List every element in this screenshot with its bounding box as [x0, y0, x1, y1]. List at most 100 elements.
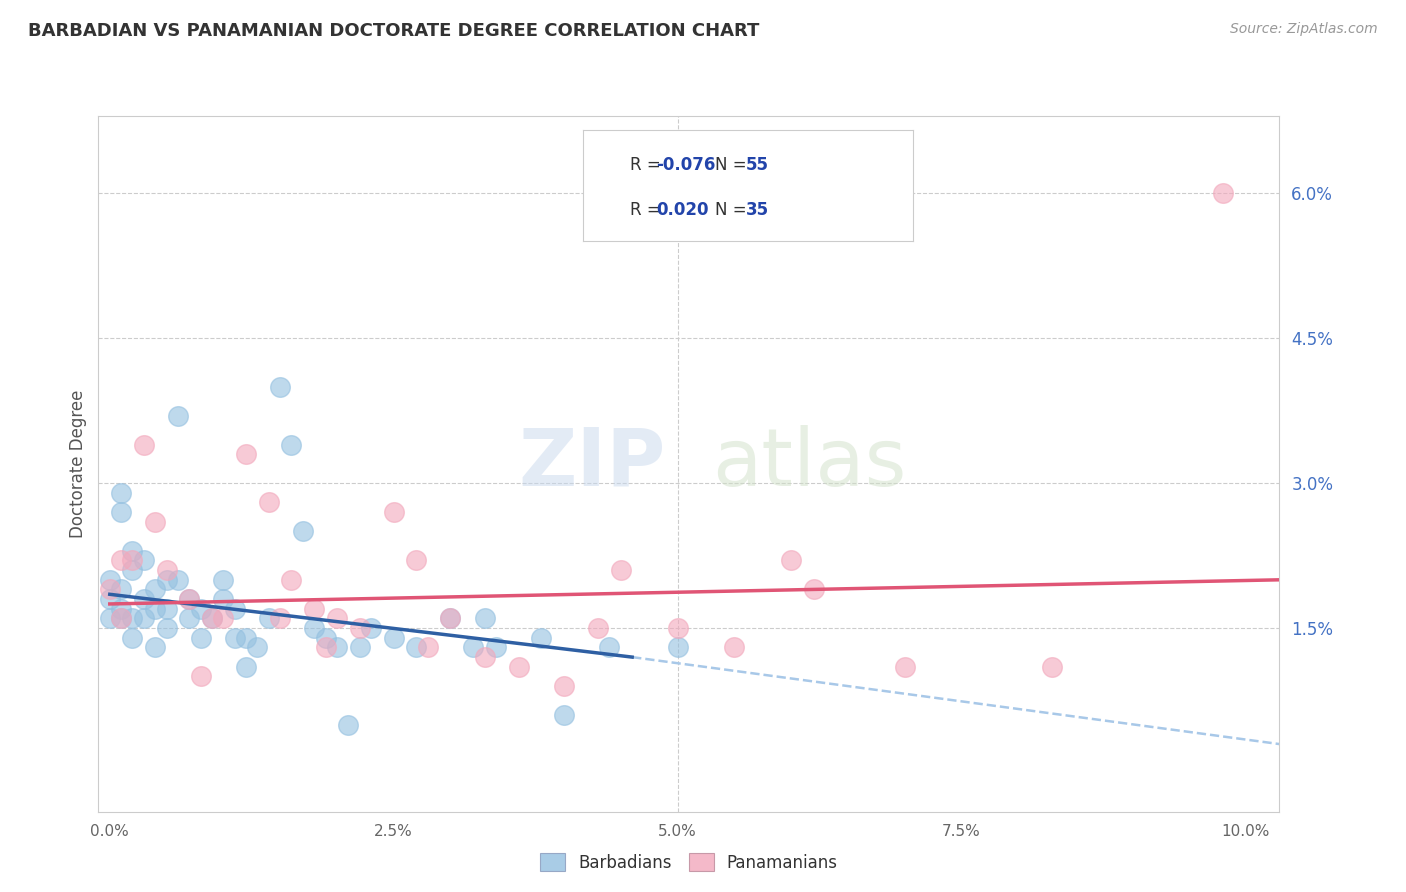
Point	[326, 640, 349, 655]
Point	[610, 563, 633, 577]
Point	[212, 592, 235, 607]
Point	[143, 582, 166, 597]
Point	[439, 611, 461, 625]
Point	[405, 553, 427, 567]
Point	[143, 601, 166, 615]
Text: BARBADIAN VS PANAMANIAN DOCTORATE DEGREE CORRELATION CHART: BARBADIAN VS PANAMANIAN DOCTORATE DEGREE…	[28, 22, 759, 40]
Point	[553, 679, 575, 693]
Point	[143, 640, 166, 655]
Point	[110, 505, 132, 519]
Point	[179, 592, 201, 607]
Point	[235, 447, 257, 461]
Point	[190, 669, 212, 683]
Point	[155, 573, 177, 587]
Y-axis label: Doctorate Degree: Doctorate Degree	[69, 390, 87, 538]
Point	[439, 611, 461, 625]
Point	[315, 631, 337, 645]
Point	[132, 592, 155, 607]
Point	[349, 621, 371, 635]
Point	[269, 611, 291, 625]
Point	[337, 717, 360, 731]
Point	[179, 611, 201, 625]
Point	[98, 592, 121, 607]
Point	[666, 640, 689, 655]
Point	[121, 544, 143, 558]
Point	[212, 611, 235, 625]
Point	[190, 631, 212, 645]
Point	[179, 592, 201, 607]
Point	[280, 437, 302, 451]
Point	[121, 553, 143, 567]
Text: R =: R =	[630, 156, 666, 174]
Point	[212, 573, 235, 587]
Point	[723, 640, 745, 655]
Point	[474, 650, 496, 665]
Point	[780, 553, 803, 567]
Point	[302, 621, 325, 635]
Text: 55: 55	[745, 156, 769, 174]
Point	[110, 611, 132, 625]
Point	[405, 640, 427, 655]
Text: ZIP: ZIP	[517, 425, 665, 503]
Point	[803, 582, 825, 597]
Point	[167, 573, 190, 587]
Point	[893, 660, 915, 674]
Point	[382, 631, 405, 645]
Point	[474, 611, 496, 625]
Point	[416, 640, 439, 655]
Point	[280, 573, 302, 587]
Text: N =: N =	[714, 201, 752, 219]
Point	[224, 631, 246, 645]
Point	[235, 631, 257, 645]
Point	[143, 515, 166, 529]
Text: 35: 35	[745, 201, 769, 219]
Point	[291, 524, 314, 539]
Point	[302, 601, 325, 615]
Point	[530, 631, 553, 645]
Point	[110, 601, 132, 615]
Point	[121, 631, 143, 645]
Point	[98, 573, 121, 587]
Text: N =: N =	[714, 156, 752, 174]
Point	[110, 553, 132, 567]
Point	[1040, 660, 1063, 674]
Point	[382, 505, 405, 519]
Point	[315, 640, 337, 655]
Text: atlas: atlas	[713, 425, 907, 503]
Point	[132, 553, 155, 567]
Point	[598, 640, 620, 655]
Point	[224, 601, 246, 615]
Point	[110, 485, 132, 500]
Point	[463, 640, 485, 655]
Point	[257, 611, 280, 625]
FancyBboxPatch shape	[592, 189, 621, 227]
Point	[269, 379, 291, 393]
Point	[121, 611, 143, 625]
FancyBboxPatch shape	[592, 144, 621, 182]
Point	[201, 611, 224, 625]
Text: R =: R =	[630, 201, 671, 219]
Point	[485, 640, 508, 655]
Point	[508, 660, 530, 674]
Point	[121, 563, 143, 577]
Point	[110, 611, 132, 625]
Point	[586, 621, 609, 635]
Point	[155, 621, 177, 635]
Point	[666, 621, 689, 635]
Point	[349, 640, 371, 655]
Point	[1212, 186, 1234, 201]
Point	[132, 437, 155, 451]
Point	[167, 409, 190, 423]
Point	[235, 660, 257, 674]
Text: 0.020: 0.020	[655, 201, 709, 219]
Text: -0.076: -0.076	[655, 156, 716, 174]
Point	[326, 611, 349, 625]
Point	[98, 611, 121, 625]
Point	[257, 495, 280, 509]
Point	[190, 601, 212, 615]
Point	[98, 582, 121, 597]
Point	[132, 611, 155, 625]
Text: Source: ZipAtlas.com: Source: ZipAtlas.com	[1230, 22, 1378, 37]
Point	[360, 621, 382, 635]
Point	[110, 582, 132, 597]
